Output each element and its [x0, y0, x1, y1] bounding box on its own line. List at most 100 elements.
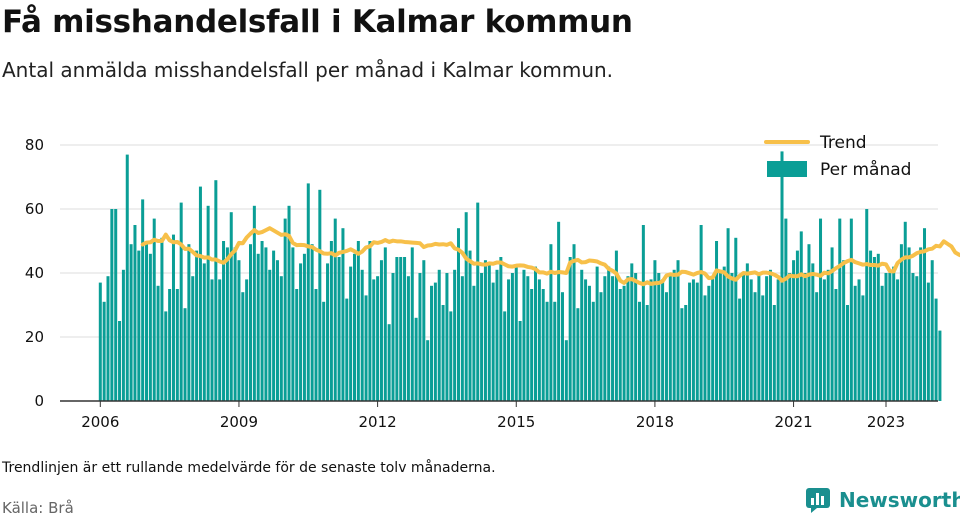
bar	[661, 279, 665, 401]
bar	[233, 247, 237, 401]
bar	[888, 273, 892, 401]
bar	[830, 247, 834, 401]
bar	[449, 311, 453, 401]
bar	[333, 218, 337, 401]
x-tick-label: 2006	[81, 413, 119, 431]
bar	[880, 285, 884, 401]
bar	[195, 250, 199, 401]
bar	[545, 301, 549, 401]
bar	[876, 253, 880, 401]
bar	[691, 279, 695, 401]
bar	[676, 260, 680, 401]
bar	[295, 289, 299, 401]
y-axis-ticks: 0 20 40 60 80	[25, 136, 44, 410]
bar	[345, 298, 349, 401]
bar	[326, 263, 330, 401]
bar	[626, 276, 630, 401]
bar	[168, 289, 172, 401]
bar	[441, 305, 445, 401]
bar	[780, 151, 784, 401]
x-tick-label: 2018	[636, 413, 674, 431]
bar	[468, 250, 472, 401]
chart-title: Få misshandelsfall i Kalmar kommun	[2, 4, 633, 40]
bar	[472, 285, 476, 401]
bar	[792, 260, 796, 401]
x-tick-label: 2012	[359, 413, 397, 431]
bar	[865, 209, 869, 401]
y-tick-label: 0	[34, 392, 44, 410]
bar	[795, 250, 799, 401]
bar	[480, 273, 484, 401]
bar	[464, 212, 468, 401]
bar	[410, 247, 414, 401]
bar	[507, 279, 511, 401]
bar	[310, 244, 314, 401]
bar	[826, 269, 830, 401]
bar	[356, 241, 360, 401]
bar	[861, 295, 865, 401]
bar	[264, 247, 268, 401]
bar	[499, 257, 503, 401]
trend-line	[140, 226, 960, 287]
bar	[564, 340, 568, 401]
bar	[938, 330, 942, 401]
bar	[349, 266, 353, 401]
bar	[510, 273, 514, 401]
bar	[476, 202, 480, 401]
bar	[730, 273, 734, 401]
bar	[160, 237, 164, 401]
bar	[229, 212, 233, 401]
bar	[568, 257, 572, 401]
bar	[591, 301, 595, 401]
bar	[279, 276, 283, 401]
bar	[156, 285, 160, 401]
bar	[838, 218, 842, 401]
bar	[118, 321, 122, 401]
bar	[491, 282, 495, 401]
bar	[549, 244, 553, 401]
bar	[364, 295, 368, 401]
bar	[899, 244, 903, 401]
bar	[819, 218, 823, 401]
bar	[537, 279, 541, 401]
bar	[249, 244, 253, 401]
bar	[522, 269, 526, 401]
bar	[210, 279, 214, 401]
monthly-bars	[98, 151, 942, 401]
bar	[252, 205, 256, 401]
bar	[225, 247, 229, 401]
bar	[718, 273, 722, 401]
bar	[845, 305, 849, 401]
bar	[433, 282, 437, 401]
bar	[202, 263, 206, 401]
bar	[164, 311, 168, 401]
bar	[145, 241, 149, 401]
bar	[653, 260, 657, 401]
bar	[668, 273, 672, 401]
bar	[241, 292, 245, 401]
bar	[437, 269, 441, 401]
bar	[811, 263, 815, 401]
bar	[218, 279, 222, 401]
bar	[915, 276, 919, 401]
bar	[595, 266, 599, 401]
bar	[110, 209, 114, 401]
bar	[121, 269, 125, 401]
bar	[206, 205, 210, 401]
bar	[896, 279, 900, 401]
bar	[102, 301, 106, 401]
bar	[214, 180, 218, 401]
x-tick-label: 2021	[774, 413, 812, 431]
bar	[518, 321, 522, 401]
bar	[657, 273, 661, 401]
bar	[919, 247, 923, 401]
bar	[376, 276, 380, 401]
bar	[283, 218, 287, 401]
bar	[337, 257, 341, 401]
bar	[530, 289, 534, 401]
bar	[360, 269, 364, 401]
bar	[275, 260, 279, 401]
bar	[391, 273, 395, 401]
legend-bar-label: Per månad	[820, 159, 911, 180]
bar	[557, 221, 561, 401]
